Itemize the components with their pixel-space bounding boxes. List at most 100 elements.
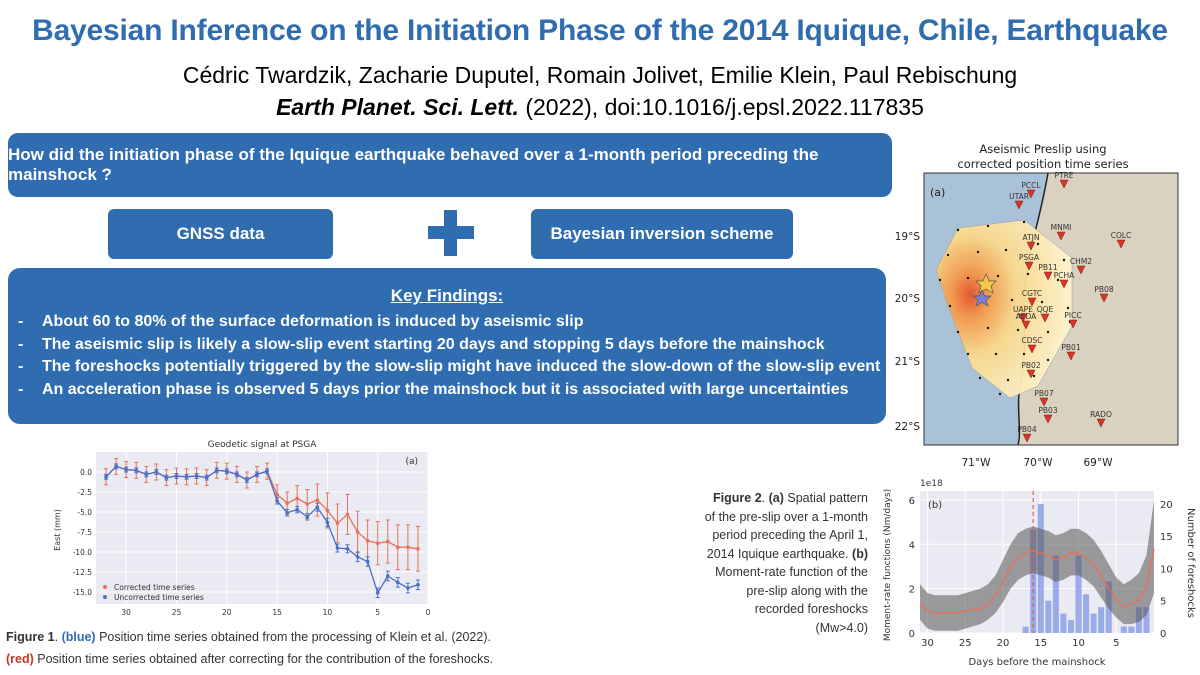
- figure1-blue-text: Position time series obtained from the p…: [95, 630, 491, 644]
- mesh-node: [946, 253, 950, 257]
- chart1-point-uncorrected: [245, 478, 249, 482]
- journal-name: Earth Planet. Sci. Lett.: [276, 94, 519, 120]
- gnss-station-icon: [1021, 320, 1031, 330]
- figure1-label: Figure 1: [6, 630, 55, 644]
- station-label: PCCL: [1021, 181, 1041, 190]
- figure2-a-text: Spatial pattern of the pre-slip over a 1…: [704, 491, 868, 561]
- foreshock-count-bar: [1128, 626, 1135, 633]
- chart2-x-axis-label: Days before the mainshock: [968, 657, 1105, 668]
- chart2-y-tick-label: 0: [909, 629, 915, 640]
- chart1-y-tick-label: 0.0: [80, 468, 92, 477]
- chart2-y-right-tick-label: 15: [1160, 532, 1173, 543]
- gnss-station-icon: [1043, 271, 1053, 281]
- station-label: PCHA: [1054, 271, 1075, 280]
- station-label: UTAR: [1009, 192, 1029, 201]
- chart1-y-tick-label: -2.5: [77, 488, 92, 497]
- chart1-point-uncorrected: [265, 469, 269, 473]
- chart1-point-corrected: [375, 541, 380, 545]
- chart1-point-uncorrected: [305, 515, 310, 519]
- mesh-node: [1032, 374, 1036, 378]
- chart1-x-tick-label: 0: [426, 608, 431, 617]
- figure1-red-text: Position time series obtained after corr…: [33, 652, 494, 666]
- gnss-station-icon: [1066, 351, 1076, 361]
- gnss-station-icon: [1039, 397, 1049, 407]
- mesh-node: [956, 228, 960, 232]
- foreshock-count-bar: [1067, 620, 1074, 633]
- chart1-point-corrected: [295, 496, 300, 501]
- lon-label: 69°W: [1084, 457, 1114, 469]
- figure2-b-text: Moment-rate function of the pre-slip alo…: [715, 565, 868, 635]
- chart1-point-uncorrected: [124, 467, 128, 472]
- chart1-point-corrected: [305, 502, 310, 506]
- map-title-line1: Aseismic Preslip using: [979, 142, 1106, 156]
- station-label: COLC: [1111, 231, 1132, 240]
- chart1-point-corrected: [335, 521, 340, 525]
- chart1-point-uncorrected: [355, 555, 360, 559]
- chart1-point-uncorrected: [375, 591, 380, 595]
- gnss-station-icon: [1027, 297, 1037, 307]
- station-label: AEDA: [1016, 312, 1038, 321]
- chart1-point-corrected: [385, 539, 390, 544]
- chart1-point-uncorrected: [204, 475, 209, 480]
- chart2-y-tick-label: 2: [909, 585, 915, 596]
- chart1-series-line-uncorrected: [105, 465, 419, 595]
- chart1-point-corrected: [315, 498, 320, 502]
- chart1-point-uncorrected: [174, 474, 179, 478]
- moment-rate-mean-line: [919, 548, 1155, 614]
- station-label: PSGA: [1019, 253, 1040, 262]
- latitude-labels: 19°S 20°S 21°S 22°S: [895, 231, 921, 433]
- station-label: ATJN: [1023, 233, 1040, 242]
- legend-marker-corrected: [103, 585, 107, 589]
- chart2-y-tick-label: 6: [909, 496, 915, 507]
- journal-doi: (2022), doi:10.1016/j.epsl.2022.117835: [518, 94, 924, 120]
- chart1-point-uncorrected: [345, 547, 350, 551]
- chart2-x-tick-label: 25: [959, 638, 972, 649]
- station-label: PB07: [1034, 389, 1053, 398]
- gnss-station-icon: [1116, 239, 1126, 249]
- chart1-title: Geodetic signal at PSGA: [208, 440, 318, 450]
- chart1-x-tick-label: 10: [323, 608, 333, 617]
- journal-reference: Earth Planet. Sci. Lett. (2022), doi:10.…: [0, 94, 1200, 121]
- preslip-patch: [935, 219, 1073, 399]
- station-label: CHM2: [1070, 257, 1092, 266]
- station-label: UAPE: [1013, 305, 1033, 314]
- gnss-station-icon: [1018, 313, 1028, 323]
- mesh-node: [966, 352, 970, 356]
- figure1-caption: Figure 1. (blue) Position time series ob…: [6, 630, 494, 666]
- chart1-x-tick-label: 20: [222, 608, 232, 617]
- mesh-node: [1016, 328, 1020, 332]
- chart1-point-uncorrected: [275, 499, 279, 503]
- chart2-y-axis-label: Moment-rate functions (Nm/days): [883, 489, 893, 641]
- longitude-labels: 71°W 70°W 69°W: [962, 457, 1114, 469]
- mesh-node: [1026, 272, 1030, 276]
- research-question-box: How did the initiation phase of the Iqui…: [8, 133, 892, 197]
- chart1-point-uncorrected: [295, 507, 300, 512]
- lat-label: 20°S: [895, 293, 921, 305]
- map-border: [923, 172, 1179, 446]
- finding-item: The aseismic slip is likely a slow-slip …: [18, 334, 886, 357]
- gnss-station-icon: [1024, 261, 1034, 271]
- station-label: MNMI: [1051, 223, 1072, 232]
- foreshock-count-bar: [1075, 555, 1082, 633]
- chart1-point-corrected: [365, 539, 370, 543]
- station-label: PB11: [1038, 263, 1057, 272]
- chart1-x-tick-label: 30: [121, 608, 131, 617]
- gnss-station-icon: [1026, 241, 1036, 251]
- foreshock-count-bar: [1120, 626, 1127, 633]
- chart1-point-uncorrected: [325, 520, 330, 525]
- figure1-red-tag: (red): [6, 652, 34, 666]
- chart1-point-uncorrected: [154, 470, 159, 474]
- figure1-blue-tag: (blue): [61, 630, 96, 644]
- chart1-x-tick-label: 5: [375, 608, 380, 617]
- gnss-station-icon: [1014, 200, 1024, 210]
- chart1-y-tick-label: -7.5: [77, 528, 92, 537]
- station-label: PICC: [1064, 311, 1081, 320]
- mesh-node: [986, 224, 990, 228]
- mesh-node: [1036, 242, 1040, 246]
- chart1-point-uncorrected: [114, 464, 118, 469]
- foreshock-count-bar: [1098, 607, 1105, 633]
- chart1-point-uncorrected: [214, 468, 219, 473]
- chart1-x-tick-label: 15: [272, 608, 282, 617]
- gnss-station-icon: [1043, 414, 1053, 424]
- figure2-label: Figure 2: [713, 491, 762, 505]
